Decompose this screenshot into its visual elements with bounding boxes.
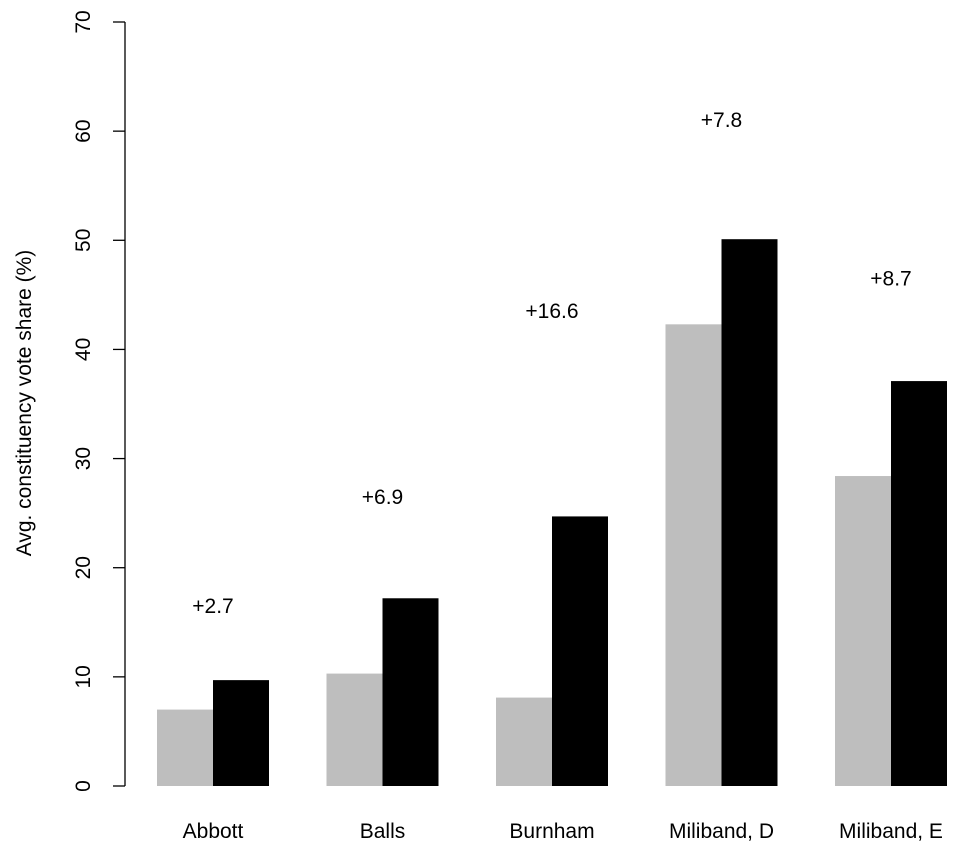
y-axis-title: Avg. constituency vote share (%) [13, 250, 36, 557]
bar-burnham-series-1 [496, 697, 552, 786]
difference-annotation: +8.7 [870, 267, 911, 290]
difference-annotation: +7.8 [701, 109, 742, 132]
bar-burnham-series-2 [552, 516, 608, 786]
bar-miliband-e-series-1 [835, 476, 891, 786]
bar-abbott-series-2 [213, 680, 269, 786]
difference-annotation: +6.9 [362, 486, 403, 509]
y-axis: 0 10 20 30 40 50 60 70 [72, 10, 126, 792]
x-tick-label: Abbott [183, 820, 244, 843]
y-tick-label: 50 [72, 229, 95, 252]
annotations-layer: +2.7 +6.9 +16.6 +7.8 +8.7 [192, 109, 911, 618]
bars-layer [157, 239, 947, 787]
x-tick-label: Miliband, E [839, 820, 943, 843]
x-tick-label: Balls [360, 820, 406, 843]
bar-balls-series-2 [382, 598, 439, 786]
y-tick-label: 20 [72, 556, 95, 579]
x-tick-label: Miliband, D [669, 820, 774, 843]
bar-miliband-d-series-2 [721, 239, 778, 787]
difference-annotation: +2.7 [192, 595, 233, 618]
x-axis-labels: Abbott Balls Burnham Miliband, D Miliband, E [183, 820, 943, 843]
y-tick-label: 40 [72, 338, 95, 361]
bar-miliband-d-series-1 [665, 324, 722, 786]
y-tick-label: 30 [72, 447, 95, 470]
y-tick-label: 70 [72, 10, 95, 33]
y-tick-label: 10 [72, 665, 95, 688]
x-tick-label: Burnham [509, 820, 594, 843]
bar-balls-series-1 [326, 673, 383, 786]
bar-miliband-e-series-2 [891, 381, 947, 786]
y-tick-label: 60 [72, 119, 95, 142]
difference-annotation: +16.6 [525, 300, 578, 323]
y-tick-label: 0 [72, 780, 95, 792]
bar-abbott-series-1 [157, 709, 213, 786]
